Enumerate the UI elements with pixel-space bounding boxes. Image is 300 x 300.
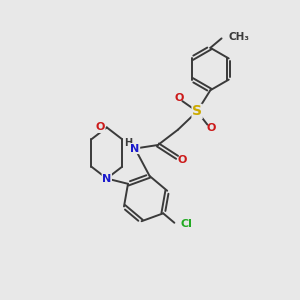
Text: O: O (174, 93, 184, 103)
Text: N: N (130, 143, 140, 154)
Text: Cl: Cl (180, 219, 192, 229)
Text: N: N (102, 173, 111, 184)
Text: H: H (124, 138, 133, 148)
Text: O: O (178, 155, 187, 165)
Text: S: S (192, 104, 202, 118)
Text: O: O (206, 123, 216, 133)
Text: O: O (96, 122, 105, 132)
Text: CH₃: CH₃ (228, 32, 249, 42)
